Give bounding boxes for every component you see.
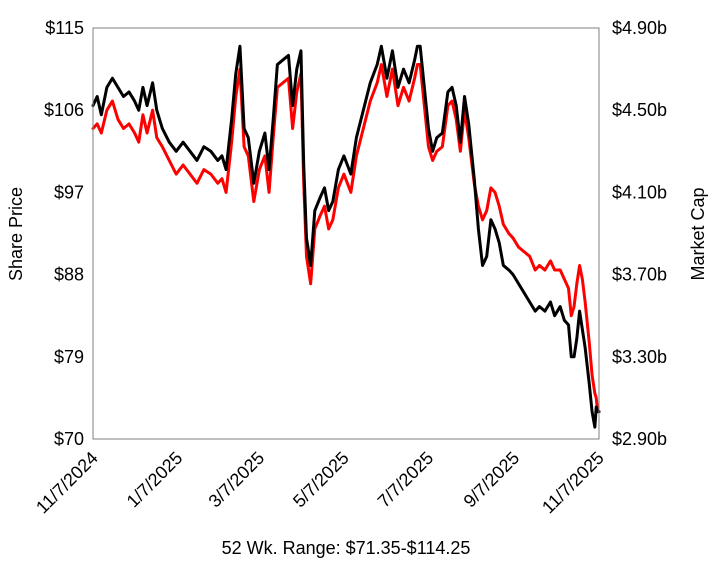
y-tick-label: $106 xyxy=(44,100,84,120)
y-tick-label: $97 xyxy=(54,182,84,202)
series-line-share-price xyxy=(91,44,601,429)
y-tick-label: $115 xyxy=(45,18,84,38)
y-tick-label: $88 xyxy=(54,265,84,285)
y2-tick-label: $3.70b xyxy=(612,265,667,285)
y-tick-label: $79 xyxy=(54,347,84,367)
y2-axis-title: Market Cap xyxy=(688,187,708,280)
series-line-market-cap xyxy=(91,63,601,414)
y-tick-label: $70 xyxy=(54,429,84,449)
y2-tick-label: $2.90b xyxy=(612,429,667,449)
range-caption: 52 Wk. Range: $71.35-$114.25 xyxy=(222,538,471,558)
y2-tick-label: $4.50b xyxy=(612,100,667,120)
plot-area-border xyxy=(92,27,600,440)
y2-tick-label: $4.10b xyxy=(612,182,667,202)
plot-marks xyxy=(91,44,601,429)
y2-tick-label: $3.30b xyxy=(612,347,667,367)
y-axis-title: Share Price xyxy=(6,187,26,281)
y2-tick-label: $4.90b xyxy=(612,18,667,38)
